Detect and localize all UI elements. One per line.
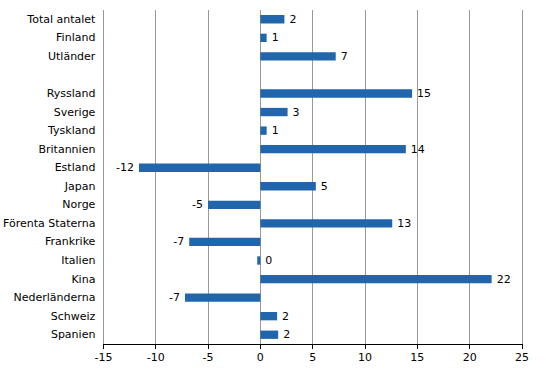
svg-text:2: 2 xyxy=(282,310,289,323)
svg-text:Utländer: Utländer xyxy=(48,50,96,63)
svg-text:-12: -12 xyxy=(116,161,134,174)
svg-text:-7: -7 xyxy=(169,291,180,304)
svg-text:1: 1 xyxy=(272,31,279,44)
svg-text:15: 15 xyxy=(417,87,431,100)
svg-text:2: 2 xyxy=(289,13,296,26)
svg-text:Spanien: Spanien xyxy=(51,328,96,341)
svg-text:Schweiz: Schweiz xyxy=(51,310,96,323)
svg-text:7: 7 xyxy=(341,50,348,63)
svg-text:Frankrike: Frankrike xyxy=(45,235,96,248)
svg-text:25: 25 xyxy=(515,351,529,364)
svg-text:Britannien: Britannien xyxy=(38,143,95,156)
svg-text:Sverige: Sverige xyxy=(54,106,96,119)
svg-text:Norge: Norge xyxy=(62,198,95,211)
svg-text:14: 14 xyxy=(411,143,425,156)
svg-text:1: 1 xyxy=(272,124,279,137)
svg-text:15: 15 xyxy=(410,351,424,364)
svg-text:0: 0 xyxy=(257,351,264,364)
svg-text:-5: -5 xyxy=(192,198,203,211)
svg-text:22: 22 xyxy=(497,273,511,286)
svg-text:-15: -15 xyxy=(94,351,112,364)
svg-text:Japan: Japan xyxy=(64,180,96,193)
svg-text:Ryssland: Ryssland xyxy=(47,87,96,100)
svg-text:Kina: Kina xyxy=(71,273,95,286)
svg-text:10: 10 xyxy=(358,351,372,364)
svg-text:Nederländerna: Nederländerna xyxy=(14,291,96,304)
svg-text:-10: -10 xyxy=(147,351,165,364)
svg-text:0: 0 xyxy=(265,254,272,267)
svg-text:2: 2 xyxy=(283,328,290,341)
svg-text:Finland: Finland xyxy=(56,31,95,44)
svg-text:13: 13 xyxy=(397,217,411,230)
svg-text:Estland: Estland xyxy=(55,161,96,174)
svg-text:Italien: Italien xyxy=(61,254,95,267)
svg-text:20: 20 xyxy=(463,351,477,364)
svg-text:Total antalet: Total antalet xyxy=(26,13,96,26)
svg-text:Tyskland: Tyskland xyxy=(47,124,95,137)
svg-text:3: 3 xyxy=(293,106,300,119)
svg-text:5: 5 xyxy=(309,351,316,364)
svg-text:Förenta Staterna: Förenta Staterna xyxy=(3,217,95,230)
svg-text:5: 5 xyxy=(321,180,328,193)
svg-text:-7: -7 xyxy=(173,235,184,248)
svg-text:-5: -5 xyxy=(203,351,214,364)
